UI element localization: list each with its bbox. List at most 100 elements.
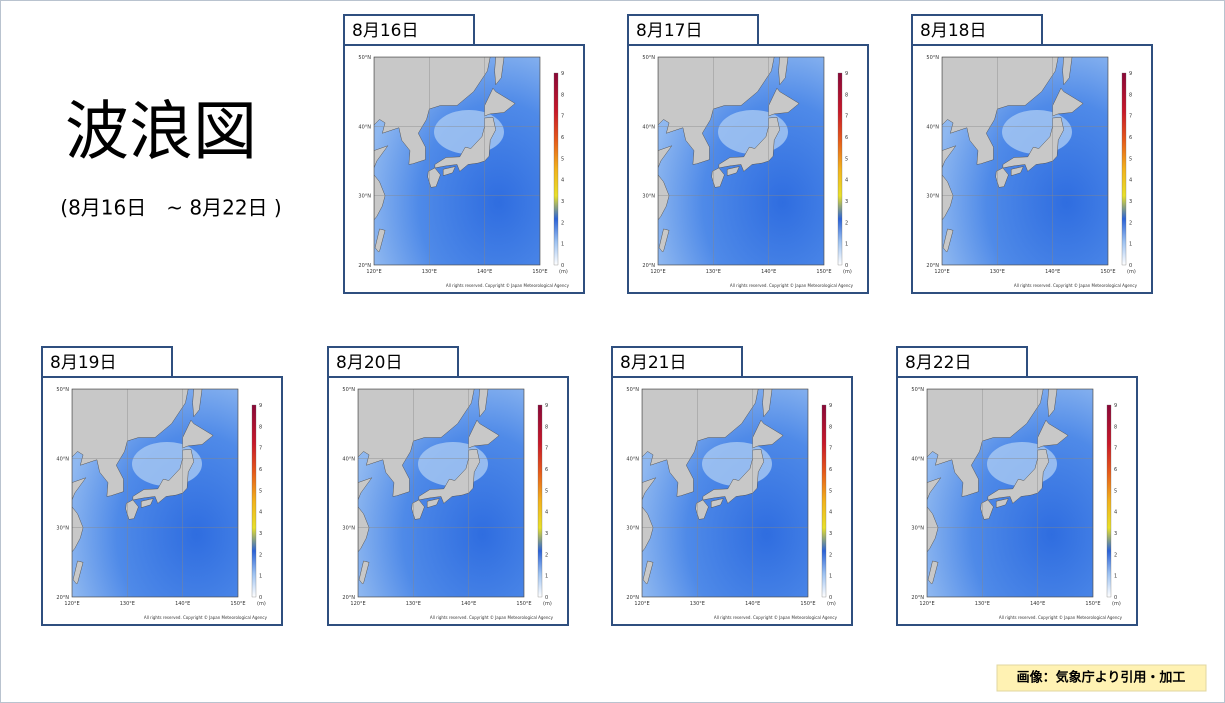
land: [752, 419, 784, 449]
land: [995, 167, 1009, 188]
scale-label: 1: [1114, 574, 1117, 580]
lon-label: 150°E: [532, 269, 547, 275]
lon-label: 130°E: [120, 601, 135, 607]
land: [125, 499, 139, 520]
land: [642, 506, 654, 553]
scale-label: 7: [829, 446, 832, 452]
lon-label: 130°E: [706, 269, 721, 275]
land: [642, 477, 657, 501]
lon-label: 140°E: [175, 601, 190, 607]
lat-label: 20°N: [358, 263, 371, 269]
scale-label: 2: [545, 552, 548, 558]
scale-label: 6: [1114, 467, 1117, 473]
unit-label: (m): [827, 601, 836, 607]
map-frame: [657, 56, 825, 266]
scale-label: 4: [1114, 510, 1117, 516]
unit-label: (m): [257, 601, 266, 607]
scale-label: 5: [829, 488, 832, 494]
scale-label: 9: [259, 403, 262, 409]
scale-label: 8: [259, 424, 262, 430]
scale-label: 8: [845, 92, 848, 98]
land: [478, 389, 489, 418]
lon-label: 140°E: [477, 269, 492, 275]
lat-label: 30°N: [911, 526, 924, 532]
color-bar: [837, 72, 843, 266]
land: [942, 228, 954, 253]
lon-label: 140°E: [761, 269, 776, 275]
scale-label: 3: [845, 199, 848, 205]
lat-label: 50°N: [642, 55, 655, 61]
land: [726, 166, 740, 176]
scale-label: 2: [1129, 220, 1132, 226]
lon-label: 150°E: [230, 601, 245, 607]
scale-label: 5: [1129, 156, 1132, 162]
scale-label: 9: [1129, 71, 1132, 77]
land: [1047, 389, 1058, 418]
land: [374, 174, 386, 221]
unit-label: (m): [559, 269, 568, 275]
copyright: All rights reserved. Copyright © Japan M…: [144, 615, 268, 620]
lon-label: 120°E: [919, 601, 934, 607]
lat-label: 50°N: [342, 387, 355, 393]
date-label: 8月20日: [336, 353, 402, 373]
lat-label: 30°N: [342, 526, 355, 532]
scale-label: 0: [545, 595, 548, 601]
unit-label: (m): [843, 269, 852, 275]
scale-label: 0: [1114, 595, 1117, 601]
land: [358, 560, 370, 585]
scale-label: 7: [1129, 114, 1132, 120]
lat-label: 30°N: [358, 194, 371, 200]
color-bar: [251, 404, 257, 598]
color-bar: [1121, 72, 1127, 266]
land: [1037, 419, 1069, 449]
unit-label: (m): [1112, 601, 1121, 607]
scale-label: 9: [1114, 403, 1117, 409]
land: [434, 117, 496, 172]
date-label: 8月17日: [636, 21, 702, 41]
scale-label: 5: [259, 488, 262, 494]
scale-label: 8: [829, 424, 832, 430]
scale-label: 2: [829, 552, 832, 558]
map-inner: [72, 389, 238, 597]
lat-label: 40°N: [342, 456, 355, 462]
lon-label: 150°E: [1100, 269, 1115, 275]
color-bar: [553, 72, 559, 266]
date-tab: [896, 346, 1028, 378]
scale-label: 0: [259, 595, 262, 601]
unit-label: (m): [1127, 269, 1136, 275]
date-label: 8月16日: [352, 21, 418, 41]
land: [718, 117, 780, 172]
scale-label: 1: [545, 574, 548, 580]
scale-label: 3: [1114, 531, 1117, 537]
scale-label: 4: [561, 178, 564, 184]
lon-label: 130°E: [975, 601, 990, 607]
land: [494, 57, 505, 86]
lat-label: 40°N: [926, 124, 939, 130]
lon-label: 120°E: [64, 601, 79, 607]
scale-label: 9: [561, 71, 564, 77]
scale-label: 2: [1114, 552, 1117, 558]
lon-label: 130°E: [406, 601, 421, 607]
land: [140, 498, 154, 508]
land: [442, 166, 456, 176]
credit: 画像：気象庁より引用・加工: [1017, 670, 1186, 686]
credit-box: [996, 664, 1207, 692]
land: [132, 449, 194, 504]
date-tab: [627, 14, 759, 46]
scale-label: 0: [561, 263, 564, 269]
land: [192, 389, 203, 418]
map-inner: [358, 389, 524, 597]
scale-label: 0: [1129, 263, 1132, 269]
lat-label: 50°N: [926, 55, 939, 61]
land: [358, 477, 373, 501]
scale-label: 5: [561, 156, 564, 162]
date-tab: [611, 346, 743, 378]
